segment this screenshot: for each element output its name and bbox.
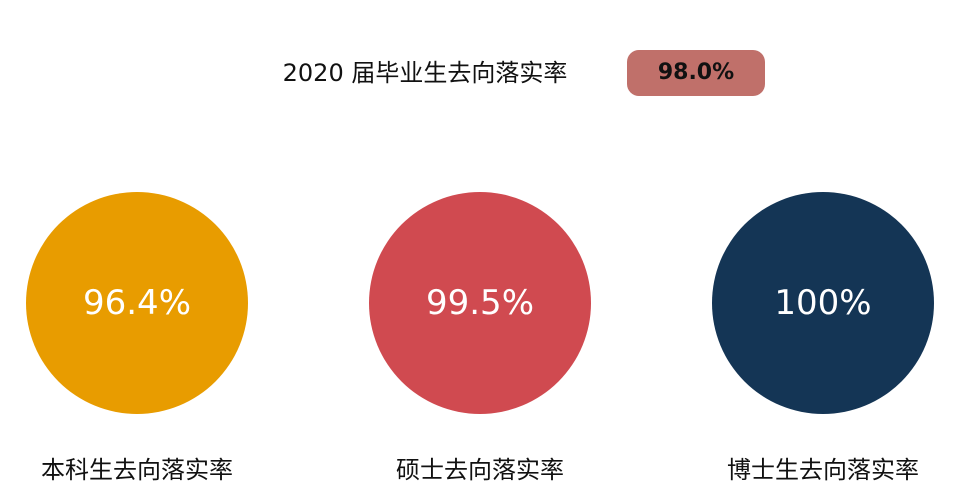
circle-value: 99.5%: [369, 192, 591, 414]
circle-label: 本科生去向落实率: [41, 456, 233, 484]
circle-label: 博士生去向落实率: [727, 456, 919, 484]
circle-value: 96.4%: [26, 192, 248, 414]
circle-label: 硕士去向落实率: [396, 456, 564, 484]
circle-value: 100%: [712, 192, 934, 414]
header-title: 2020 届毕业生去向落实率: [282, 59, 568, 87]
header-value: 98.0%: [627, 50, 765, 96]
